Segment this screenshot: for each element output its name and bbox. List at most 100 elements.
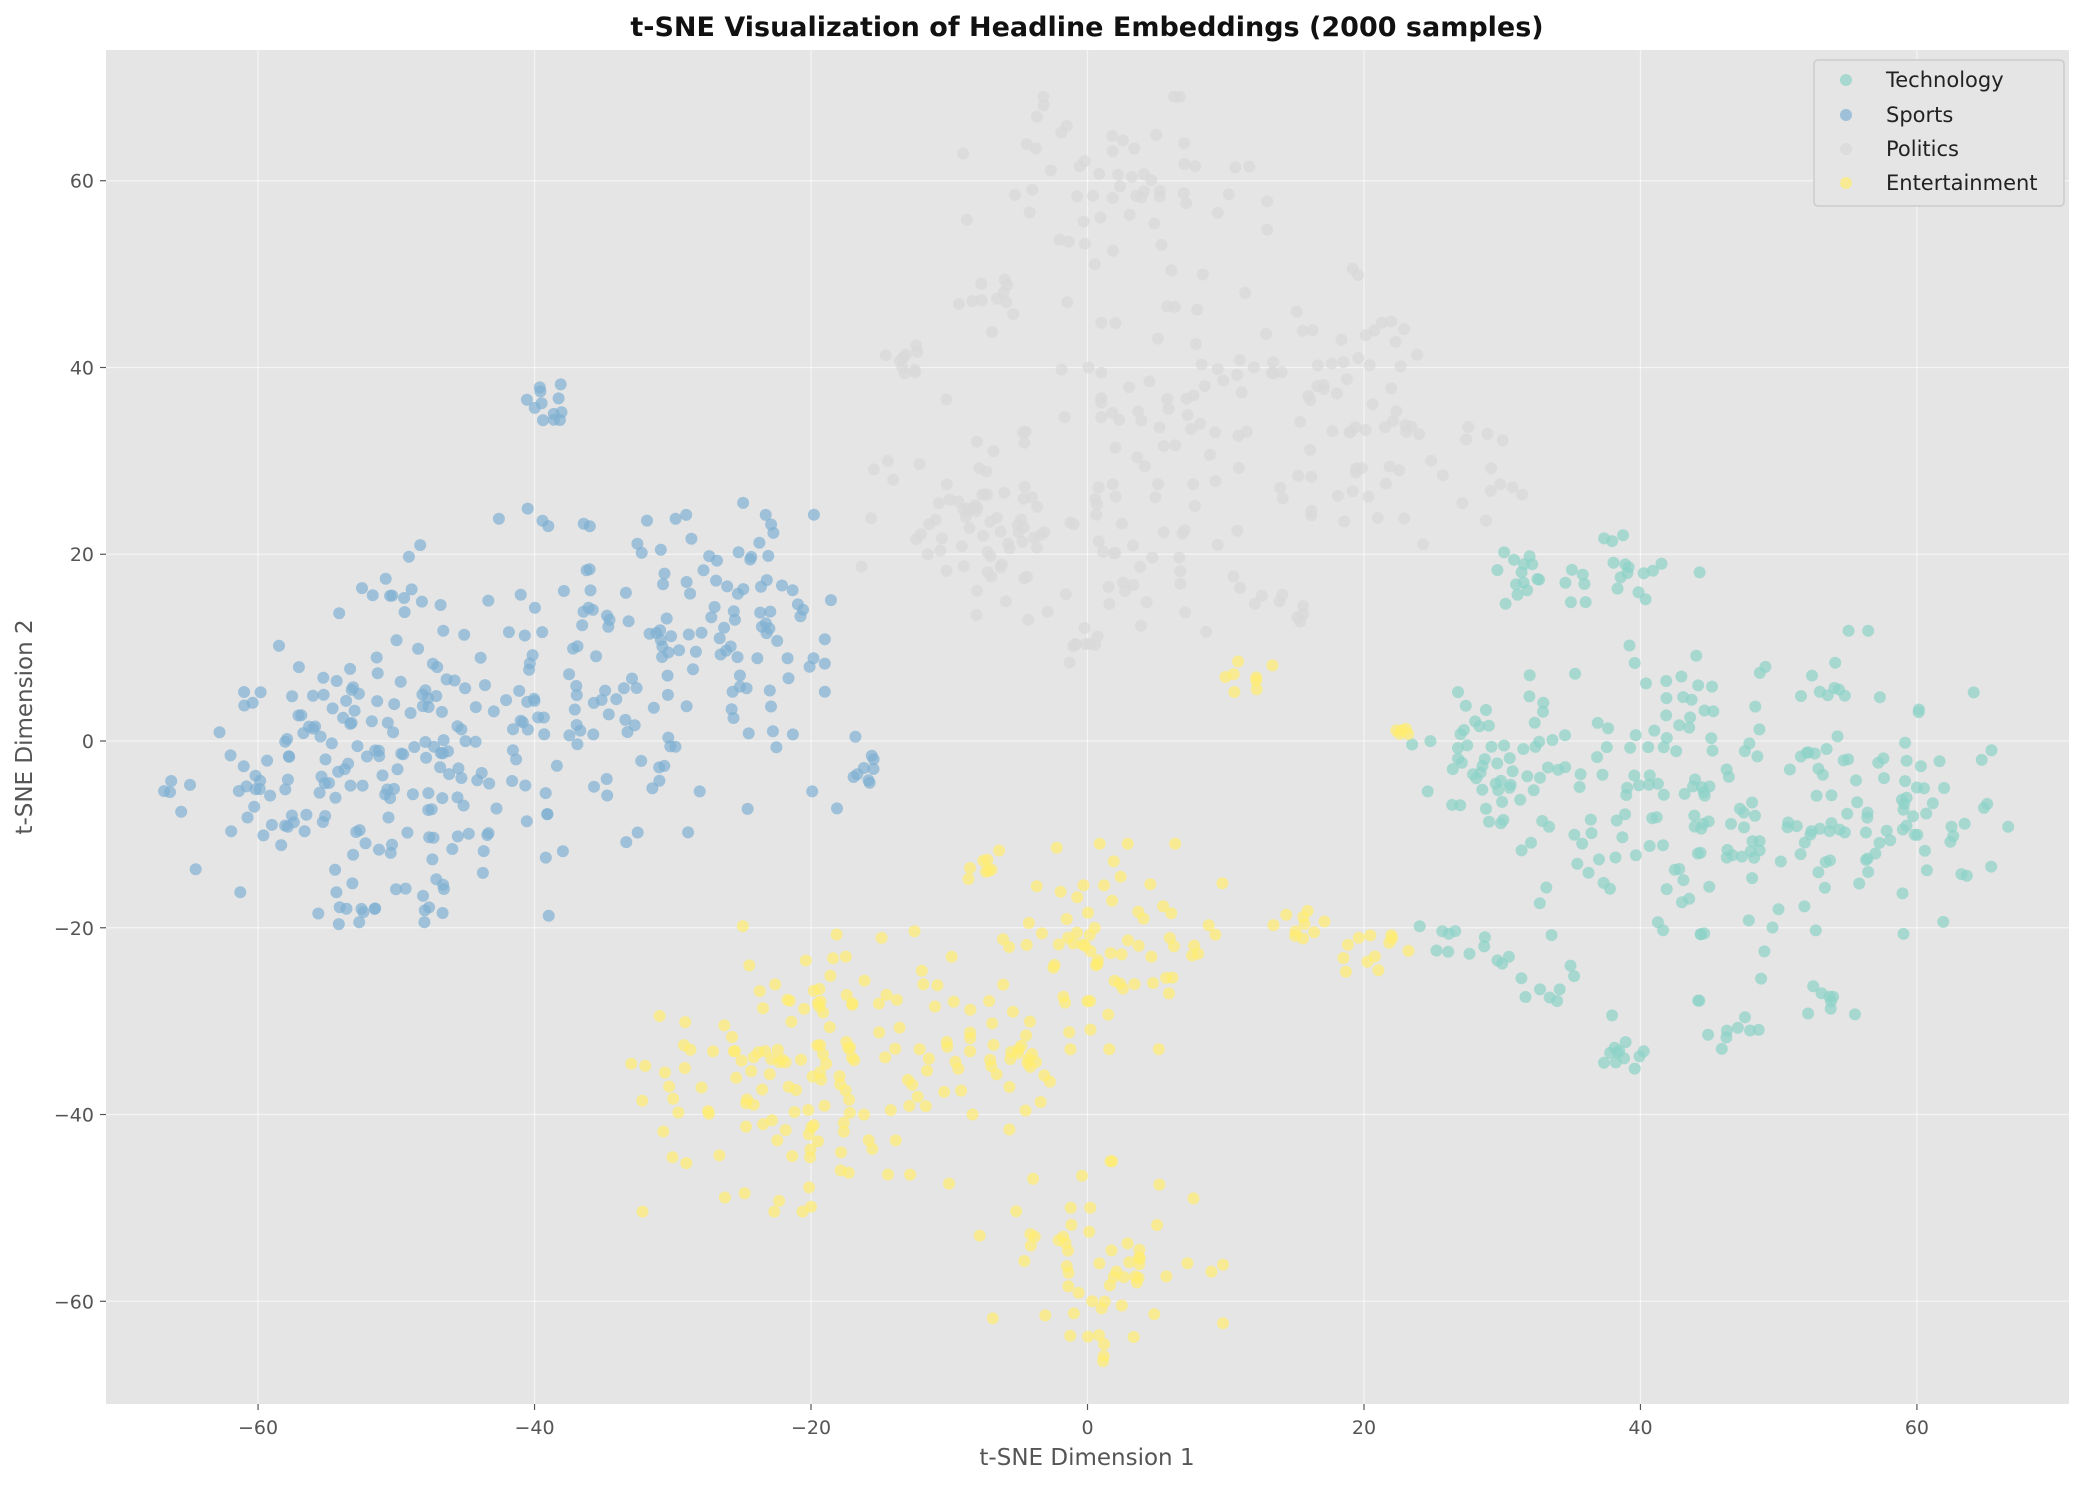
point-entertainment: [768, 1205, 781, 1218]
point-politics: [1002, 537, 1015, 550]
point-technology: [1748, 851, 1761, 864]
point-sports: [317, 671, 330, 684]
point-technology: [1632, 779, 1645, 792]
point-politics: [1335, 333, 1348, 346]
point-entertainment: [741, 1093, 753, 1106]
point-entertainment: [1133, 1243, 1146, 1256]
point-entertainment: [1024, 1239, 1037, 1252]
point-sports: [376, 769, 389, 782]
point-entertainment: [1133, 1252, 1146, 1265]
point-entertainment: [903, 1099, 916, 1112]
point-technology: [1753, 835, 1766, 848]
point-technology: [1521, 584, 1534, 597]
point-sports: [718, 621, 731, 634]
point-entertainment: [803, 1181, 816, 1194]
point-entertainment: [678, 1062, 691, 1074]
point-entertainment: [1128, 978, 1141, 991]
point-politics: [1425, 454, 1438, 467]
point-politics: [923, 518, 936, 531]
point-entertainment: [1267, 919, 1280, 932]
point-politics: [1020, 138, 1033, 151]
point-sports: [406, 788, 419, 801]
point-technology: [1496, 795, 1509, 808]
point-politics: [1456, 497, 1469, 510]
point-politics: [1173, 90, 1186, 103]
point-technology: [1473, 720, 1486, 733]
point-politics: [1146, 551, 1159, 564]
point-entertainment: [1084, 1023, 1097, 1036]
point-sports: [323, 777, 335, 789]
point-politics: [1030, 110, 1043, 123]
point-politics: [1275, 366, 1288, 379]
point-politics: [1387, 415, 1400, 428]
point-sports: [818, 633, 831, 646]
point-sports: [469, 735, 482, 748]
point-sports: [333, 607, 346, 620]
point-sports: [620, 836, 633, 849]
point-entertainment: [1064, 1329, 1077, 1342]
point-sports: [742, 727, 755, 740]
point-technology: [1573, 781, 1586, 793]
point-sports: [682, 628, 695, 641]
point-technology: [1540, 881, 1553, 894]
point-sports: [519, 779, 532, 792]
point-entertainment: [922, 1052, 935, 1065]
point-technology: [1620, 789, 1633, 801]
point-politics: [1044, 164, 1057, 177]
point-sports: [317, 688, 330, 701]
point-technology: [1536, 815, 1549, 827]
point-sports: [257, 829, 270, 842]
point-entertainment: [1147, 977, 1160, 989]
point-sports: [353, 916, 366, 929]
point-technology: [1873, 691, 1886, 704]
point-technology: [1698, 789, 1711, 802]
point-technology: [1480, 802, 1492, 815]
point-technology: [1648, 724, 1661, 737]
point-politics: [1018, 572, 1031, 585]
point-politics: [1417, 538, 1430, 551]
point-technology: [1637, 567, 1650, 580]
point-technology: [1918, 844, 1931, 857]
point-entertainment: [1071, 891, 1084, 904]
point-technology: [1537, 705, 1549, 718]
point-technology: [1442, 927, 1455, 940]
point-technology: [1746, 796, 1759, 809]
point-politics: [1017, 426, 1029, 439]
point-entertainment: [1003, 1123, 1016, 1136]
point-technology: [1650, 811, 1663, 824]
point-sports: [571, 738, 584, 751]
point-entertainment: [947, 995, 960, 1008]
point-technology: [1688, 809, 1701, 822]
point-entertainment: [1103, 1043, 1116, 1056]
point-entertainment: [1030, 880, 1043, 893]
point-sports: [427, 831, 440, 844]
point-entertainment: [786, 1150, 799, 1163]
point-sports: [601, 789, 614, 802]
point-technology: [1896, 887, 1909, 900]
point-entertainment: [658, 1066, 671, 1079]
point-politics: [975, 294, 988, 307]
point-technology: [1607, 556, 1620, 569]
point-politics: [1106, 478, 1119, 491]
point-sports: [458, 628, 471, 641]
point-entertainment: [1067, 1307, 1080, 1320]
point-entertainment: [1232, 655, 1245, 668]
point-sports: [412, 642, 425, 655]
point-technology: [1673, 863, 1686, 875]
point-entertainment: [1121, 1237, 1134, 1250]
point-entertainment: [1104, 947, 1117, 960]
point-entertainment: [966, 1108, 979, 1121]
point-sports: [661, 688, 674, 701]
point-sports: [330, 675, 343, 687]
point-entertainment: [1050, 841, 1063, 854]
point-politics: [994, 525, 1007, 538]
point-entertainment: [718, 1019, 731, 1032]
point-sports: [831, 802, 843, 815]
point-entertainment: [919, 1100, 932, 1113]
point-politics: [1063, 656, 1076, 669]
point-entertainment: [1280, 908, 1293, 921]
point-technology: [1937, 915, 1950, 928]
point-politics: [970, 609, 983, 622]
point-technology: [1551, 995, 1564, 1007]
point-entertainment: [1117, 982, 1129, 995]
